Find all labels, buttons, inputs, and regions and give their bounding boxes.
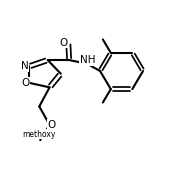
Text: NH: NH: [80, 56, 96, 65]
Text: O: O: [60, 38, 68, 48]
Text: O: O: [21, 78, 29, 88]
Text: methoxy: methoxy: [22, 130, 55, 139]
Text: O: O: [48, 120, 56, 130]
Text: N: N: [21, 62, 29, 71]
